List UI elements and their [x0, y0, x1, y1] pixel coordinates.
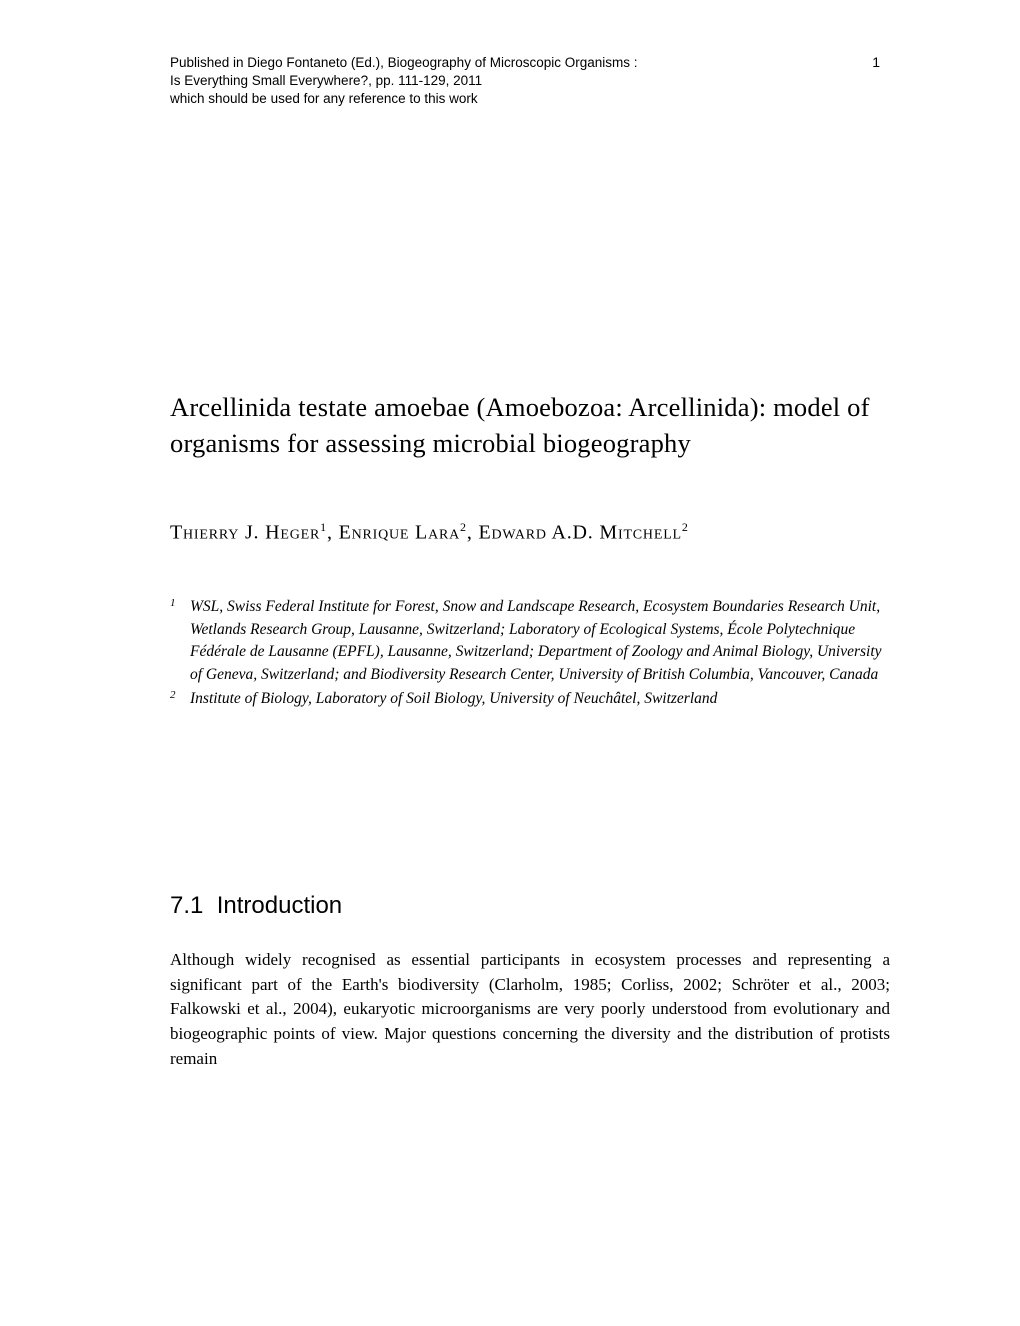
author-affil-ref: 2 [682, 520, 689, 534]
body-paragraph: Although widely recognised as essential … [170, 948, 890, 1071]
pub-note-line: Published in Diego Fontaneto (Ed.), Biog… [170, 54, 890, 72]
pub-note-line: which should be used for any reference t… [170, 90, 890, 108]
publication-note: Published in Diego Fontaneto (Ed.), Biog… [170, 54, 890, 109]
affiliation-item: 2 Institute of Biology, Laboratory of So… [170, 688, 890, 712]
affiliation-text: WSL, Swiss Federal Institute for Forest,… [190, 596, 890, 686]
section-heading: 7.1 Introduction [170, 892, 890, 920]
affiliation-text: Institute of Biology, Laboratory of Soil… [190, 688, 890, 712]
author-affil-ref: 1 [320, 520, 327, 534]
author-name: Enrique Lara [339, 521, 460, 543]
affiliation-number: 1 [170, 596, 190, 686]
author-list: Thierry J. Heger1, Enrique Lara2, Edward… [170, 520, 890, 545]
section-title: Introduction [217, 892, 342, 919]
page-container: 1 Published in Diego Fontaneto (Ed.), Bi… [0, 0, 1020, 1131]
author-affil-ref: 2 [460, 520, 467, 534]
separator: , [327, 521, 339, 543]
pub-note-line: Is Everything Small Everywhere?, pp. 111… [170, 72, 890, 90]
affiliations: 1 WSL, Swiss Federal Institute for Fores… [170, 596, 890, 712]
affiliation-number: 2 [170, 688, 190, 712]
separator: , [467, 521, 479, 543]
section-number: 7.1 [170, 892, 203, 919]
author-name: Thierry J. Heger [170, 521, 320, 543]
author-name: Edward A.D. Mitchell [478, 521, 681, 543]
page-number: 1 [872, 54, 880, 70]
affiliation-item: 1 WSL, Swiss Federal Institute for Fores… [170, 596, 890, 686]
chapter-title: Arcellinida testate amoebae (Amoebozoa: … [170, 389, 890, 462]
